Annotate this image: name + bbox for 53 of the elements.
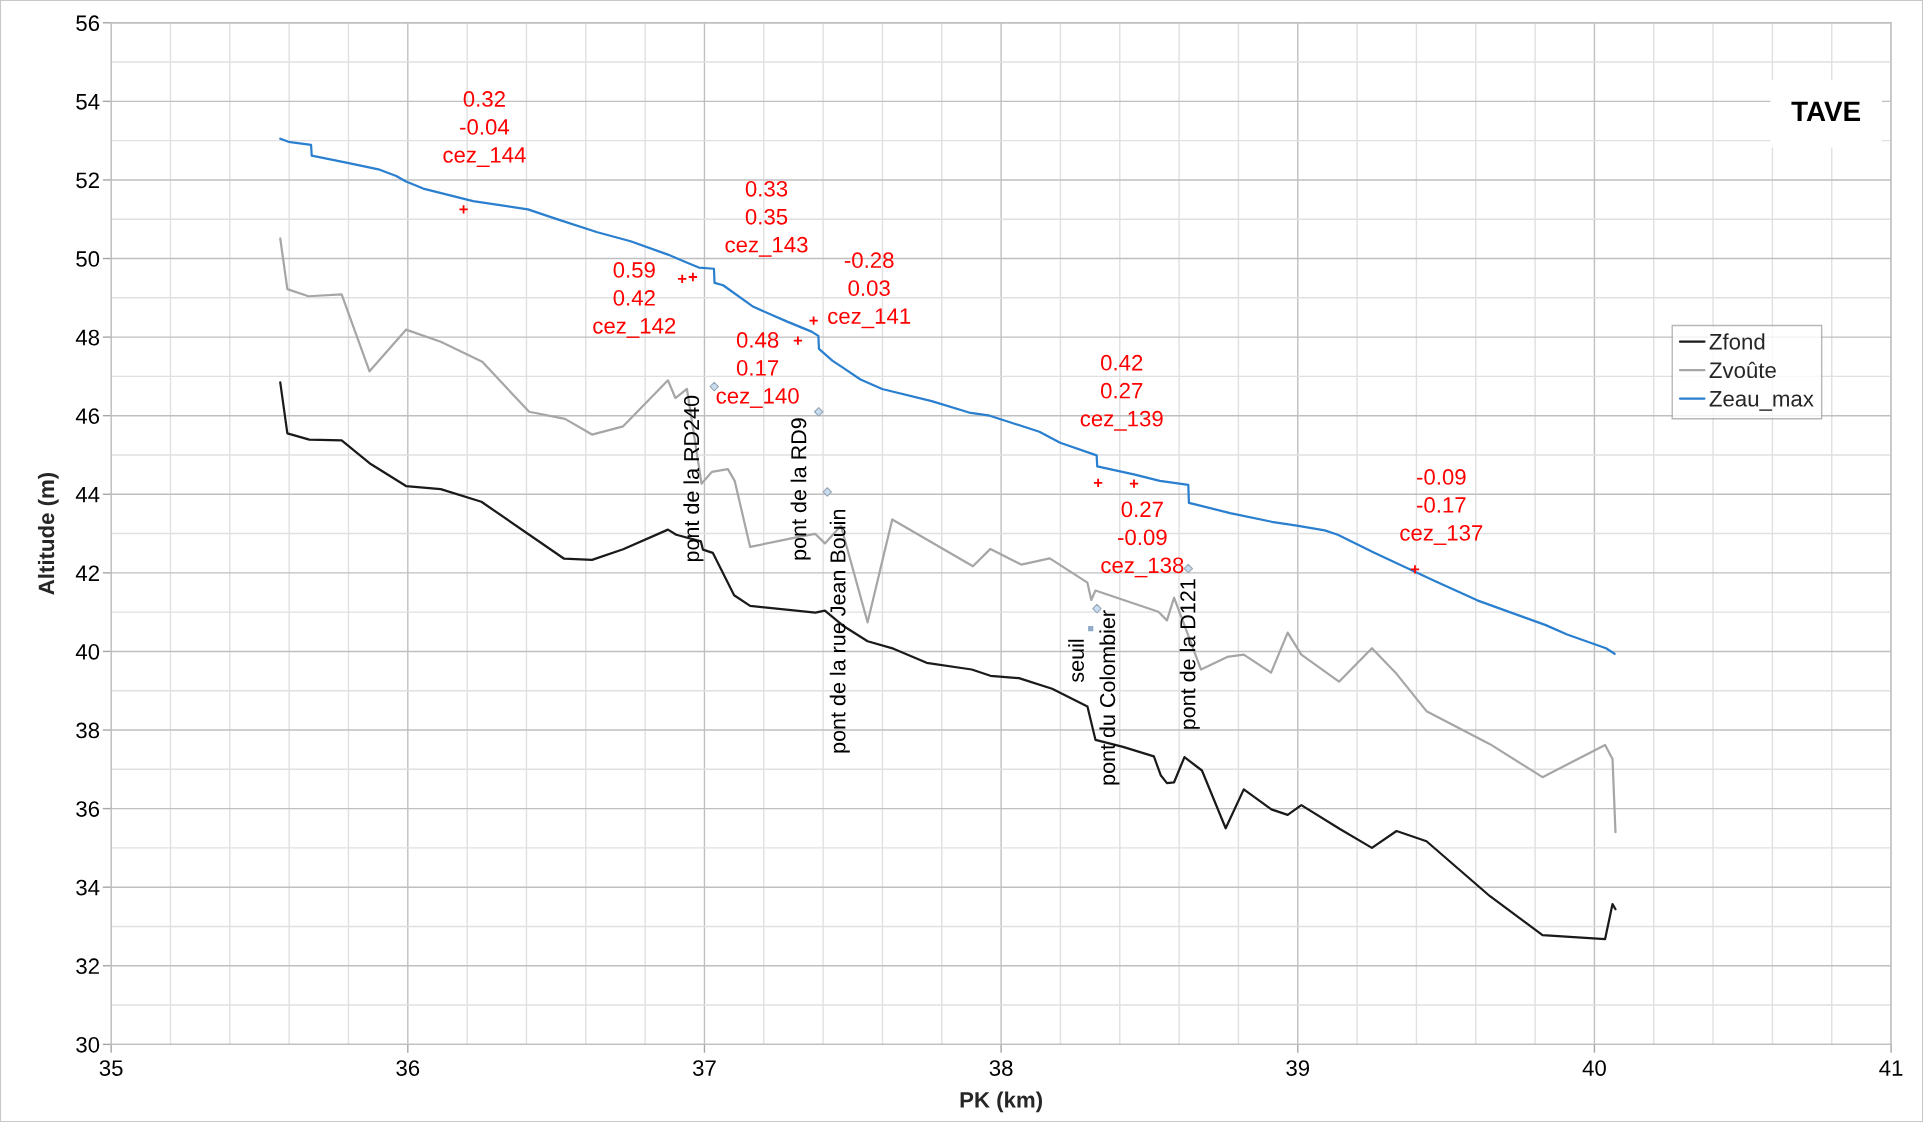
data-label: pont de la rue Jean Bouin [829, 509, 850, 753]
text: TAVE [1791, 101, 1861, 121]
point [822, 487, 832, 497]
y-tick-label: 34 [76, 879, 100, 896]
legend-label: Zfond [1709, 333, 1765, 350]
data-label: 0.48 0.17 cez_140 [716, 332, 799, 408]
data-label: pont de la RD9 [790, 418, 811, 560]
y-axis-title: Altitude (m) [37, 472, 59, 595]
y-tick-label: 56 [76, 15, 100, 32]
data-label: 0.42 0.27 cez_139 [1080, 354, 1163, 431]
data-label: pont de la RD240 [683, 395, 704, 562]
point [792, 335, 803, 346]
data-label: 0.32 -0.04 cez_144 [443, 91, 526, 167]
y-tick-label: 42 [75, 565, 99, 581]
y-tick-label: 30 [76, 1036, 100, 1053]
x-tick-label: 37 [692, 1060, 716, 1076]
point [1128, 478, 1140, 489]
x-axis-title: PK (km) [960, 1091, 1042, 1113]
data-label: -0.28 0.03 cez_141 [828, 252, 911, 329]
y-tick-label: 52 [76, 172, 99, 189]
y-tick-label: 32 [76, 958, 99, 975]
x-tick-label: 35 [99, 1060, 123, 1076]
legend-label: Zeau_max [1709, 391, 1814, 411]
y-tick-label: 46 [75, 408, 100, 424]
point [687, 271, 698, 283]
y-tick-label: 48 [75, 329, 100, 346]
y-tick-label: 44 [75, 487, 100, 503]
x-tick-label: 39 [1286, 1060, 1310, 1076]
x-tick-label: 38 [989, 1060, 1013, 1076]
x-tick-label: 36 [396, 1060, 420, 1076]
data-label: pont du Colombier [1099, 610, 1120, 785]
point [1409, 564, 1421, 575]
data-label: pont de la D121 [1179, 579, 1200, 729]
y-tick-label: 36 [76, 801, 100, 817]
point [813, 407, 824, 417]
line-series [279, 237, 1617, 834]
point [808, 315, 819, 326]
point [1093, 477, 1104, 488]
y-tick-label: 40 [75, 643, 100, 660]
data-label: 0.33 0.35 cez_143 [725, 180, 808, 257]
line-series [279, 381, 1617, 941]
point [1088, 626, 1094, 632]
x-tick-label: 40 [1582, 1060, 1606, 1076]
y-tick-label: 50 [76, 251, 100, 267]
data-label: 0.59 0.42 cez_142 [593, 262, 676, 338]
y-tick-label: 38 [76, 722, 100, 739]
point [1183, 563, 1194, 574]
data-label: seuil [1068, 639, 1084, 683]
legend-label: Zvoûte [1709, 361, 1776, 379]
data-label: -0.09 -0.17 cez_137 [1400, 469, 1483, 545]
data-label: 0.27 -0.09 cez_138 [1101, 501, 1184, 578]
y-tick-label: 54 [76, 94, 100, 110]
x-tick-label: 41 [1879, 1060, 1903, 1076]
